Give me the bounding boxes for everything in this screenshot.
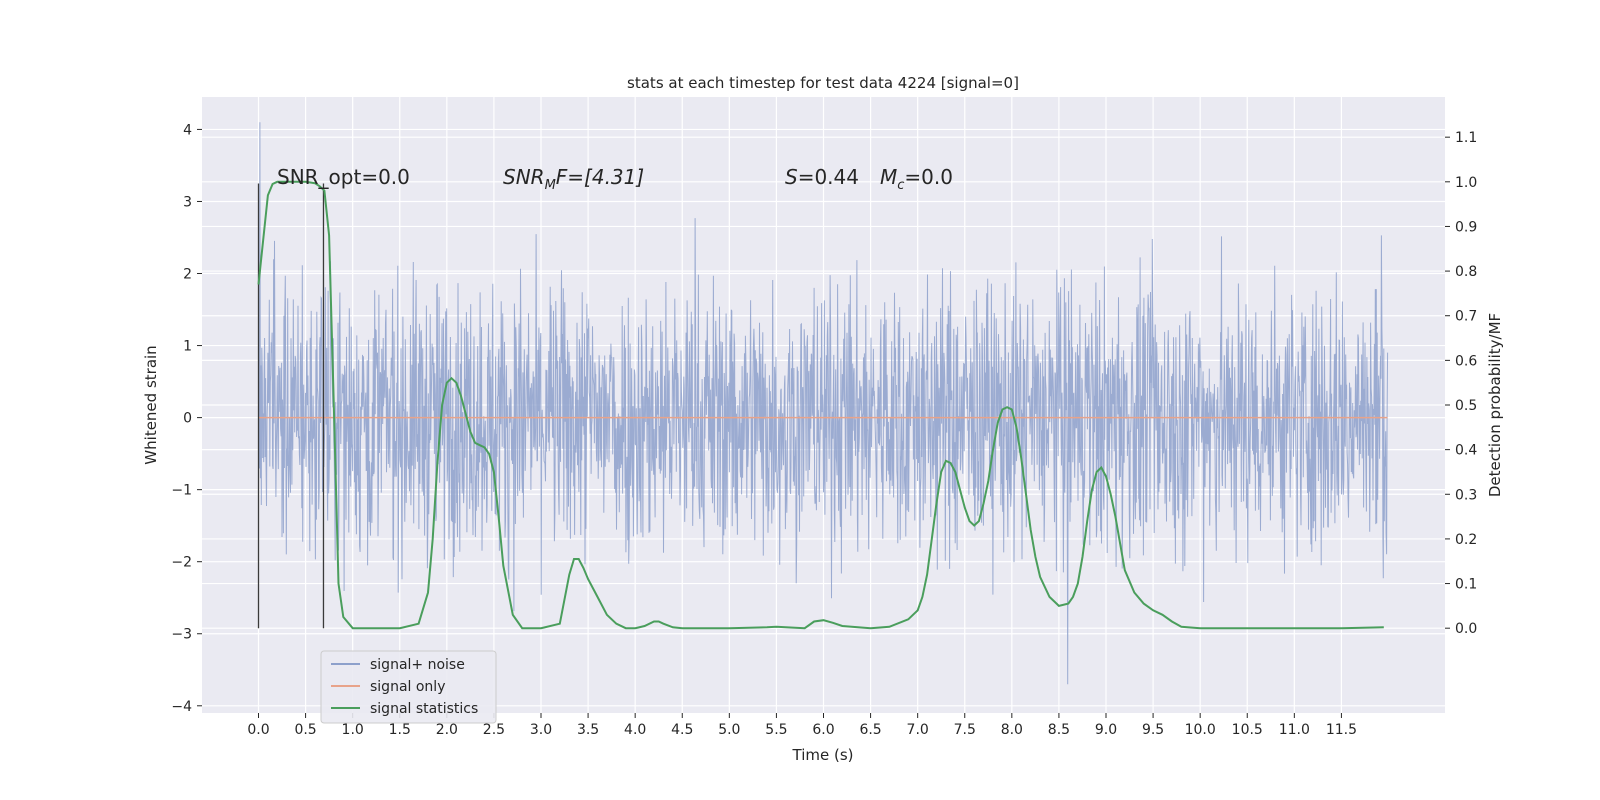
- x-tick-label: 5.0: [718, 722, 740, 738]
- x-tick-label: 10.0: [1185, 722, 1216, 738]
- x-tick-label: 7.5: [954, 722, 976, 738]
- y-right-tick-label: 0.6: [1455, 353, 1477, 369]
- x-tick-label: 3.5: [577, 722, 599, 738]
- annotation-snr-mf-symbol: SNR: [503, 165, 545, 189]
- annotation-s-value: =0.44: [798, 165, 859, 189]
- y-left-ticks: 4 3 2 1 0 −1 −2 −3 −4: [171, 122, 202, 715]
- y-right-tick-label: 0.8: [1455, 264, 1477, 280]
- annotation-snr-opt: SNR_opt=0.0: [277, 165, 410, 189]
- signal-noise-line: [258, 122, 1389, 685]
- y-right-tick-label: 0.9: [1455, 219, 1477, 235]
- x-tick-label: 2.5: [483, 722, 505, 738]
- y-right-ticks: 1.1 1.0 0.9 0.8 0.7 0.6 0.5 0.4 0.3 0.2 0.1 0.0: [1445, 130, 1477, 637]
- x-tick-label: 0.0: [247, 722, 269, 738]
- y-left-tick-label: −2: [171, 555, 192, 571]
- x-tick-label: 11.5: [1326, 722, 1357, 738]
- x-tick-label: 1.5: [389, 722, 411, 738]
- y-left-axis-label: Whitened strain: [142, 345, 160, 464]
- y-left-tick-label: −4: [171, 699, 192, 715]
- x-tick-label: 1.0: [342, 722, 364, 738]
- signal-noise-series: [258, 122, 1389, 685]
- annotation-mc: Mc=0.0: [880, 165, 953, 193]
- x-tick-label: 4.5: [671, 722, 693, 738]
- x-ticks: 0.0 0.5 1.0 1.5 2.0 2.5 3.0 3.5 4.0 4.5 5.0 5.5 6.0 6…: [247, 713, 1357, 738]
- y-left-tick-label: 3: [183, 194, 192, 210]
- x-tick-label: 8.5: [1048, 722, 1070, 738]
- x-tick-label: 7.0: [907, 722, 929, 738]
- y-left-tick-label: −3: [171, 627, 192, 643]
- legend-label-noise: signal+ noise: [370, 657, 465, 673]
- x-tick-label: 4.0: [624, 722, 646, 738]
- x-tick-label: 2.0: [436, 722, 458, 738]
- y-left-tick-label: 0: [183, 411, 192, 427]
- annotation-snr-mf-value: F=[4.31]: [556, 165, 644, 189]
- annotation-snr-mf: SNRMF=[4.31]: [503, 165, 644, 193]
- y-right-tick-label: 0.4: [1455, 443, 1477, 459]
- y-right-tick-label: 0.3: [1455, 487, 1477, 503]
- legend: signal+ noise signal only signal statist…: [320, 650, 497, 724]
- y-right-tick-label: 1.0: [1455, 175, 1477, 191]
- y-left-tick-label: 4: [183, 122, 192, 138]
- y-right-tick-label: 0.1: [1455, 577, 1477, 593]
- y-right-tick-label: 0.7: [1455, 309, 1477, 325]
- x-tick-label: 3.0: [530, 722, 552, 738]
- x-axis-label: Time (s): [792, 746, 854, 764]
- x-tick-label: 5.5: [765, 722, 787, 738]
- signal-statistics-series: [257, 180, 1384, 630]
- legend-label-signal: signal only: [370, 679, 445, 695]
- x-tick-label: 9.5: [1142, 722, 1164, 738]
- x-tick-label: 6.0: [812, 722, 834, 738]
- x-tick-label: 6.5: [859, 722, 881, 738]
- x-tick-label: 8.0: [1001, 722, 1023, 738]
- y-left-tick-label: 1: [183, 339, 192, 355]
- x-tick-label: 0.5: [294, 722, 316, 738]
- annotation-mc-symbol: M: [880, 165, 897, 189]
- y-left-tick-label: 2: [183, 267, 192, 283]
- annotation-snr-mf-subscript: M: [545, 178, 556, 193]
- y-left-tick-label: −1: [171, 483, 192, 499]
- x-tick-label: 9.0: [1095, 722, 1117, 738]
- chart-title: stats at each timestep for test data 422…: [627, 74, 1019, 92]
- legend-label-stats: signal statistics: [370, 701, 478, 717]
- y-right-tick-label: 0.0: [1455, 621, 1477, 637]
- y-right-tick-label: 0.5: [1455, 398, 1477, 414]
- legend-box: [320, 650, 497, 724]
- annotation-s-symbol: S: [785, 165, 798, 189]
- annotation-mc-value: =0.0: [904, 165, 953, 189]
- signal-statistics-line: [257, 180, 1384, 630]
- annotation-s: S=0.44: [785, 165, 859, 189]
- y-right-tick-label: 1.1: [1455, 130, 1477, 146]
- y-right-axis-label: Detection probability/MF: [1486, 313, 1504, 497]
- x-tick-label: 10.5: [1232, 722, 1263, 738]
- y-right-tick-label: 0.2: [1455, 532, 1477, 548]
- annotation-mc-subscript: c: [897, 178, 904, 193]
- x-tick-label: 11.0: [1279, 722, 1310, 738]
- vertical-markers: [257, 183, 325, 629]
